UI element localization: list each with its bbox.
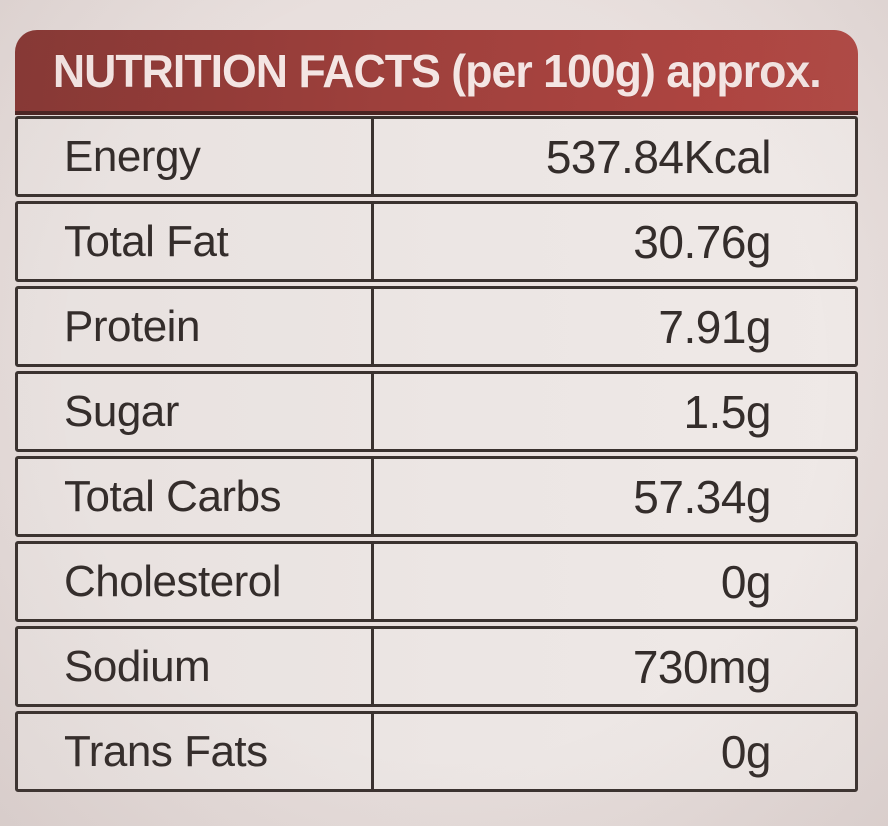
- nutrient-name: Total Fat: [18, 204, 374, 279]
- nutrition-label: NUTRITION FACTS (per 100g) approx. Energ…: [15, 30, 858, 792]
- table-row-sugar: Sugar 1.5g: [15, 371, 858, 452]
- nutrient-name: Energy: [18, 119, 374, 194]
- table-row-sodium: Sodium 730mg: [15, 626, 858, 707]
- table-row-total-fat: Total Fat 30.76g: [15, 201, 858, 282]
- table-row-total-carbs: Total Carbs 57.34g: [15, 456, 858, 537]
- nutrient-value: 7.91g: [658, 300, 771, 353]
- table-row-energy: Energy 537.84Kcal: [15, 116, 858, 197]
- nutrient-value: 57.34g: [633, 470, 771, 523]
- table-row-protein: Protein 7.91g: [15, 286, 858, 367]
- nutrition-header-title: NUTRITION FACTS (per 100g) approx.: [52, 44, 822, 97]
- nutrition-label-header: NUTRITION FACTS (per 100g) approx.: [15, 30, 858, 115]
- nutrient-value: 730mg: [632, 640, 772, 693]
- table-row-trans-fats: Trans Fats 0g: [15, 711, 858, 792]
- nutrient-name: Protein: [18, 289, 374, 364]
- nutrient-name: Trans Fats: [18, 714, 374, 789]
- nutrient-value: 537.84Kcal: [545, 130, 772, 183]
- table-row-cholesterol: Cholesterol 0g: [15, 541, 858, 622]
- nutrient-name: Cholesterol: [18, 544, 374, 619]
- nutrition-table: Energy 537.84Kcal Total Fat 30.76g Prote…: [15, 115, 858, 792]
- nutrient-value: 0g: [720, 555, 772, 608]
- nutrient-value: 30.76g: [633, 215, 771, 268]
- nutrient-value: 0g: [720, 725, 772, 778]
- nutrient-name: Sodium: [18, 629, 374, 704]
- nutrient-name: Total Carbs: [18, 459, 374, 534]
- nutrient-value: 1.5g: [683, 385, 771, 438]
- nutrient-name: Sugar: [18, 374, 374, 449]
